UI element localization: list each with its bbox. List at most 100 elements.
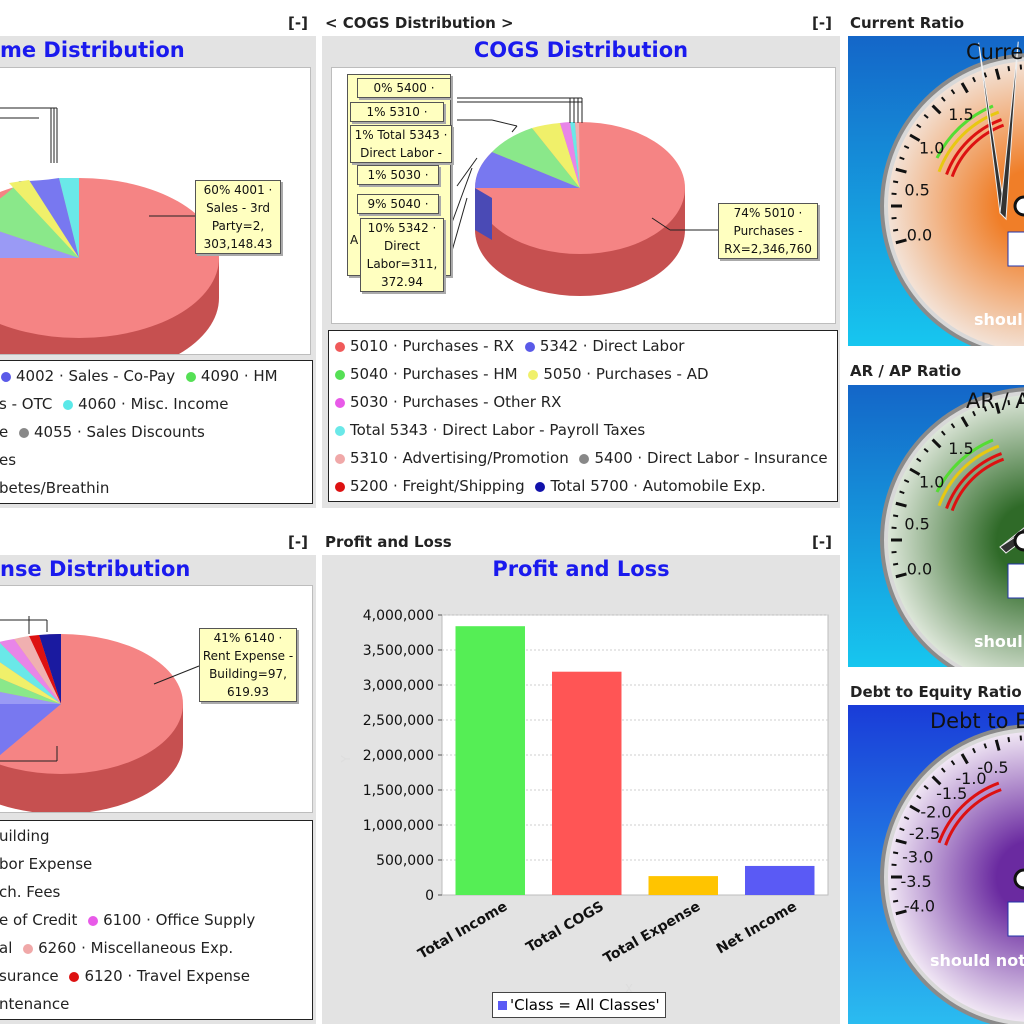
ar-ap-ratio-dial: 1.51.0 0.5 0.0 shoul <box>848 385 1024 667</box>
cogs-callout: 10% 5342 · Direct Labor=311, 372.94 <box>360 218 444 292</box>
bar <box>552 671 622 895</box>
gauge-range-arc <box>945 118 1003 176</box>
legend-swatch <box>185 372 196 382</box>
expense-legend-row: al 6260 · Miscellaneous Exp. <box>0 939 233 957</box>
cogs-collapse-toggle[interactable]: [-] <box>812 14 832 32</box>
legend-label: al <box>0 939 13 957</box>
x-tick-label: Total Income <box>415 899 510 963</box>
gauge-tick-label: -1.5 <box>936 784 967 803</box>
legend-label: 5400 · Direct Labor - Insurance <box>594 449 828 467</box>
debt-equity-gauge: -0.5 -1.0 -1.5 -2.0 -2.5 -3.0 -3.5 -4.0 should n… <box>848 705 1024 1024</box>
x-tick-label: Net Income <box>714 899 800 958</box>
gauge-tick <box>940 767 946 773</box>
legend-swatch <box>335 370 345 380</box>
pnl-panel-header[interactable]: Profit and Loss <box>325 533 452 551</box>
current-ratio-dial: 1.51.0 0.5 0.0 shoul <box>848 36 1024 346</box>
x-axis-label: X <box>625 982 633 996</box>
gauge-tick <box>1007 736 1011 743</box>
cogs-panel-header[interactable]: < COGS Distribution > <box>325 14 514 32</box>
gauge-tick <box>1007 399 1011 406</box>
gauge-tick <box>960 82 969 94</box>
legend-swatch <box>528 370 539 380</box>
expense-legend-row: ntenance <box>0 995 69 1013</box>
gauge-tick-label: 1.0 <box>919 473 944 492</box>
ar-ap-ratio-header[interactable]: AR / AP Ratio <box>850 362 962 380</box>
legend-swatch <box>535 482 546 492</box>
expense-legend-row: uilding <box>0 827 50 845</box>
gauge-tick <box>909 467 921 476</box>
gauge-tick <box>903 479 910 484</box>
legend-swatch <box>335 482 345 492</box>
expense-callout: 41% 6140 · Rent Expense - Building=97, 6… <box>199 628 297 702</box>
gauge-tick <box>892 851 899 855</box>
gauge-tick <box>892 514 899 518</box>
gauge-tick-label: 1.5 <box>948 439 973 458</box>
gauge-tick <box>972 76 977 83</box>
income-legend-row: s - OTC 4060 · Misc. Income <box>0 395 229 413</box>
cogs-legend-row: Total 5343 · Direct Labor - Payroll Taxe… <box>329 421 645 439</box>
gauge-tick <box>903 816 910 821</box>
legend-swatch <box>88 916 99 926</box>
gauge-tick-label: -3.0 <box>902 848 933 867</box>
bar <box>745 865 815 895</box>
pnl-collapse-toggle[interactable]: [-] <box>812 533 832 551</box>
income-legend: 4002 · Sales - Co-Pay 4090 · HM s - OTC … <box>0 360 313 504</box>
ar-ap-ratio-title: AR / A <box>966 389 1024 413</box>
gauge-tick <box>940 430 946 436</box>
pnl-legend-label: 'Class = All Classes' <box>510 996 660 1014</box>
expense-collapse-toggle[interactable]: [-] <box>288 533 308 551</box>
gauge-range-arc <box>950 123 1005 178</box>
income-collapse-toggle[interactable]: [-] <box>288 14 308 32</box>
legend-label: e <box>0 423 8 441</box>
gauge-tick <box>895 238 907 245</box>
legend-label: 5010 · Purchases - RX <box>350 337 515 355</box>
debt-equity-header[interactable]: Debt to Equity Ratio <box>850 683 1022 701</box>
cogs-legend-row: 5040 · Purchases - HM 5050 · Purchases -… <box>329 365 709 383</box>
bar <box>648 876 718 895</box>
gauge-tick-label: -0.5 <box>977 758 1008 777</box>
legend-label: 4090 · HM <box>200 367 278 385</box>
gauge-range-arc <box>945 452 1003 510</box>
gauge-tick-label: 0.5 <box>904 515 929 534</box>
current-ratio-header[interactable]: Current Ratio <box>850 14 965 32</box>
legend-label: Total 5343 · Direct Labor - Payroll Taxe… <box>350 421 646 439</box>
gauge-tick <box>994 739 1001 751</box>
legend-swatch <box>335 454 345 464</box>
gauge-tick <box>950 89 956 95</box>
gauge-tick <box>940 96 946 102</box>
gauge-tick <box>899 827 905 832</box>
y-tick-label: 2,500,000 <box>363 713 434 729</box>
expense-panel: [-] nse Distribution 41% 6140 · Rent Exp… <box>0 520 316 1024</box>
legend-label: s - OTC <box>0 395 53 413</box>
gauge-tick-label: 1.5 <box>948 105 973 124</box>
gauge-hub <box>1013 195 1024 217</box>
current-ratio-gauge: 1.51.0 0.5 0.0 shoul Curren <box>848 36 1024 346</box>
gauge-tick-label: -1.0 <box>955 769 986 788</box>
y-axis-label: Y <box>339 755 353 764</box>
gauge-tick <box>923 784 929 790</box>
gauge-tick <box>931 775 942 786</box>
gauge-value-box <box>1007 901 1024 937</box>
income-pie <box>0 107 219 354</box>
gauge-needle <box>999 41 1019 221</box>
gauge-face <box>888 732 1024 1022</box>
legend-label: 5342 · Direct Labor <box>539 337 685 355</box>
legend-label: uilding <box>0 827 50 845</box>
pnl-bar-chart: 0 500,000 1,000,000 1,500,000 2,000,000 2,500… <box>339 608 829 996</box>
current-ratio-title: Curren <box>966 40 1024 64</box>
gauge-tick-label: 0.0 <box>907 559 932 578</box>
expense-pie <box>0 616 200 812</box>
expense-legend: uilding bor Expense ch. Fees e of Credit… <box>0 820 313 1020</box>
y-tick-label: 4,000,000 <box>363 608 434 624</box>
expense-legend-row: surance 6120 · Travel Expense <box>0 967 250 985</box>
gauge-tick <box>931 438 942 449</box>
x-tick-label: Total COGS <box>524 899 607 956</box>
expense-chart-title: nse Distribution <box>0 557 191 581</box>
legend-label: es <box>0 451 17 469</box>
gauge-footer: should not <box>930 951 1024 970</box>
gauge-tick <box>916 794 922 800</box>
legend-swatch <box>498 1001 507 1010</box>
gauge-value-box <box>1007 563 1024 599</box>
income-legend-row: es <box>0 451 16 469</box>
gauge-range-arc <box>950 457 1005 512</box>
